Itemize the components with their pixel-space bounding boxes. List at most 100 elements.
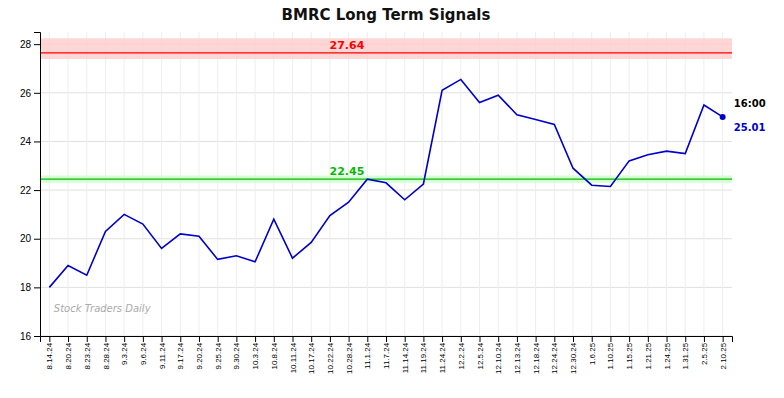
axis-line: [41, 337, 733, 343]
tick-mark: [330, 336, 331, 342]
tick-mark: [34, 93, 40, 94]
tick-mark: [105, 336, 106, 342]
grid-line: [124, 32, 125, 336]
grid-line: [105, 32, 106, 336]
tick-mark: [180, 336, 181, 342]
reference-line: [40, 179, 732, 180]
tick-mark: [34, 190, 40, 191]
grid-line: [404, 32, 405, 336]
plot: 161820222426288.14.248.20.248.23.248.28.…: [20, 32, 766, 374]
tick: 2.5.25: [700, 336, 709, 365]
tick: 9.30.24: [232, 336, 241, 370]
tick: 1.31.25: [681, 336, 690, 370]
tick: 26: [20, 88, 40, 99]
tick: 2.10.25: [719, 336, 728, 370]
tick-mark: [218, 336, 219, 342]
tick-mark: [124, 336, 125, 342]
tick: 1.24.25: [663, 336, 672, 370]
grid-line: [666, 32, 667, 336]
title: BMRC Long Term Signals: [282, 6, 491, 24]
tick-mark: [461, 336, 462, 342]
tick: 12.10.24: [494, 336, 503, 374]
tick-mark: [162, 336, 163, 342]
tick-label: 20: [20, 233, 32, 244]
tick: 1.21.25: [644, 336, 653, 370]
watermark: Stock Traders Daily: [54, 303, 152, 314]
tick: 20: [20, 233, 40, 244]
tick-mark: [423, 336, 424, 342]
tick-label: 10.3.24: [251, 342, 260, 369]
tick-mark: [143, 336, 144, 342]
tick-label: 1.6.25: [588, 342, 597, 365]
tick: 9.25.24: [214, 336, 223, 370]
grid-line: [685, 32, 686, 336]
last-price: 25.01: [734, 122, 766, 133]
tick-mark: [648, 336, 649, 342]
grid-line: [161, 32, 162, 336]
tick-label: 22: [20, 185, 32, 196]
reference-label: 22.45: [330, 165, 365, 178]
x-axis: 8.14.24 8.20.24 8.23.24 8.28.24 9.3.24 9.6.24…: [41, 336, 733, 374]
tick: 9.6.24: [139, 336, 148, 365]
tick: 8.20.24: [64, 336, 73, 370]
tick: 12.13.24: [513, 336, 522, 374]
tick-label: 12.18.24: [532, 342, 541, 374]
tick: 11.24.24: [438, 336, 447, 373]
tick-mark: [34, 239, 40, 240]
tick: 8.28.24: [102, 336, 111, 370]
tick: 9.3.24: [120, 336, 129, 365]
grid-line: [479, 32, 480, 336]
band: [40, 38, 732, 59]
marks: [40, 38, 732, 287]
tick: 10.11.24: [289, 336, 298, 373]
tick-mark: [292, 336, 293, 342]
grid-line: [198, 32, 199, 336]
tick-mark: [34, 287, 40, 288]
grid-line: [610, 32, 611, 336]
tick: 12.18.24: [532, 336, 541, 374]
tick-mark: [405, 336, 406, 342]
tick: 1.10.25: [606, 336, 615, 370]
tick-mark: [386, 336, 387, 342]
tick-mark: [199, 336, 200, 342]
tick-mark: [255, 336, 256, 342]
tick-label: 8.14.24: [45, 342, 54, 369]
grid-line: [142, 32, 143, 336]
tick-label: 12.30.24: [569, 342, 578, 374]
tick: 10.22.24: [326, 336, 335, 374]
tick-label: 2.10.25: [719, 342, 728, 369]
grid-line: [442, 32, 443, 336]
tick-mark: [236, 336, 237, 342]
tick-label: 10.22.24: [326, 342, 335, 374]
tick-mark: [498, 336, 499, 342]
tick-mark: [49, 336, 50, 342]
tick: 10.3.24: [251, 336, 260, 370]
grid-line: [68, 32, 69, 336]
tick: 11.1.24: [363, 336, 372, 369]
tick: 10.17.24: [307, 336, 316, 374]
tick: 10.8.24: [270, 336, 279, 370]
tick-mark: [349, 336, 350, 342]
tick-mark: [367, 336, 368, 342]
tick-label: 1.10.25: [606, 342, 615, 369]
tick-mark: [536, 336, 537, 342]
tick-mark: [34, 44, 40, 45]
tick-mark: [704, 336, 705, 342]
tick: 12.5.24: [476, 336, 485, 370]
tick-label: 12.10.24: [494, 342, 503, 374]
tick-label: 11.19.24: [419, 342, 428, 373]
tick-mark: [517, 336, 518, 342]
tick-mark: [68, 336, 69, 342]
tick: 8.14.24: [45, 336, 54, 370]
tick-label: 11.14.24: [401, 342, 410, 373]
tick-label: 1.15.25: [625, 342, 634, 369]
grid-line: [703, 32, 704, 336]
tick: 9.17.24: [176, 336, 185, 370]
grid-line: [348, 32, 349, 336]
tick: 8.23.24: [83, 336, 92, 370]
tick-label: 9.17.24: [176, 342, 185, 369]
tick: 1.6.25: [588, 336, 597, 365]
grid-line: [535, 32, 536, 336]
tick-mark: [723, 336, 724, 342]
grid-line: [629, 32, 630, 336]
